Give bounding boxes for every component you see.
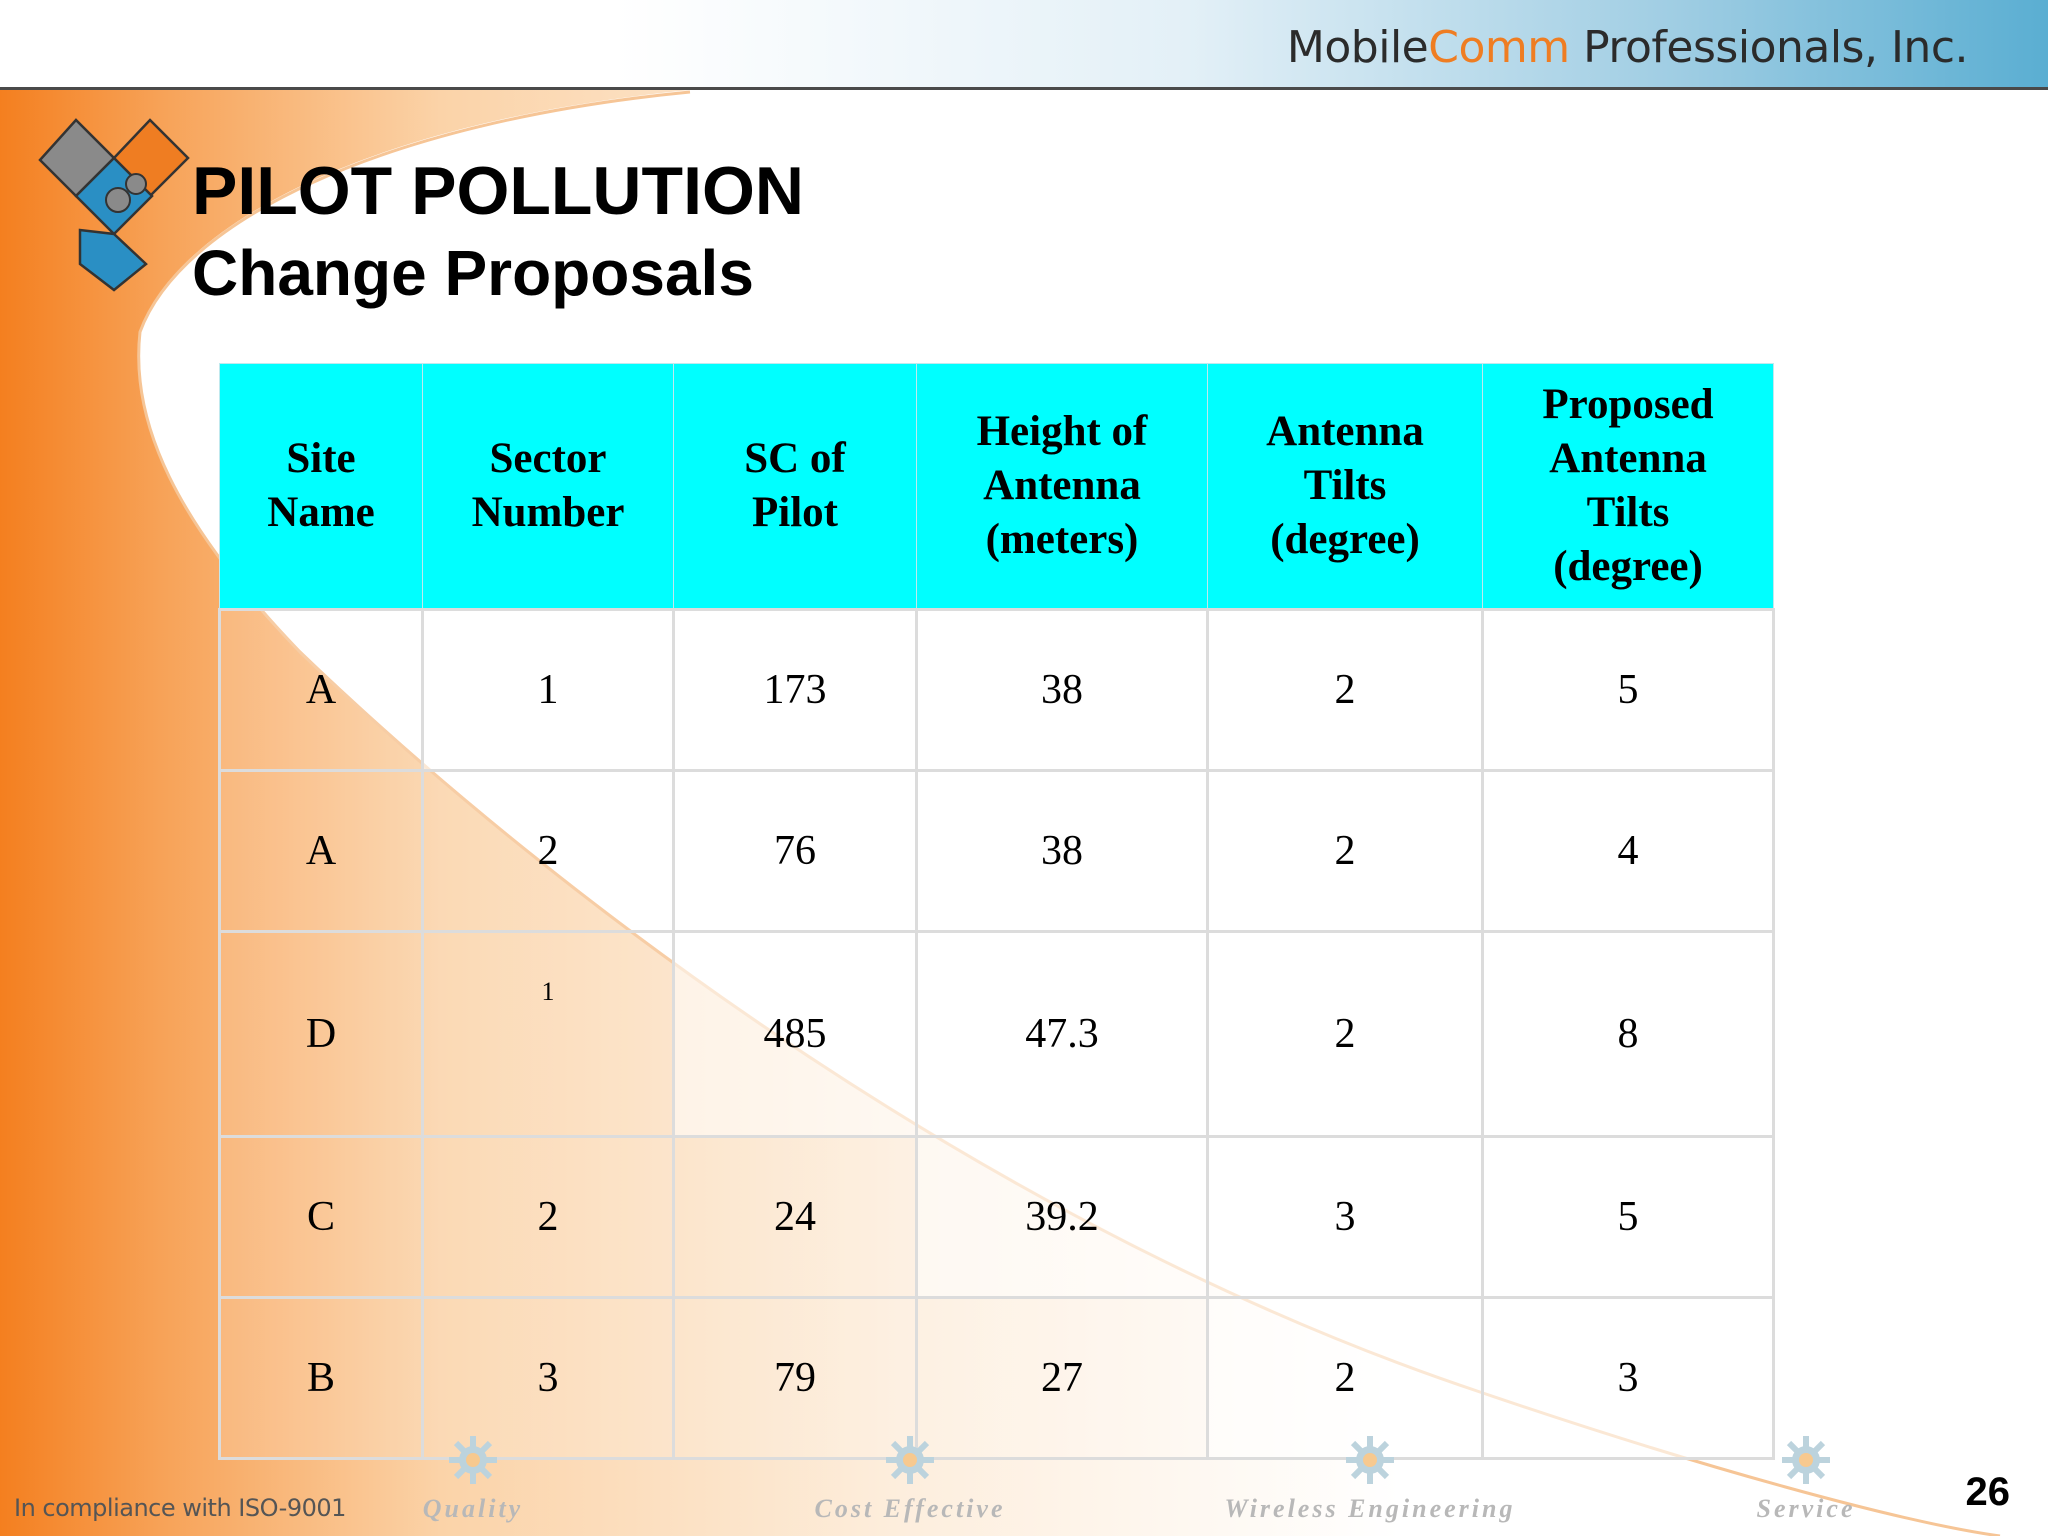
gear-icon xyxy=(1782,1436,1830,1484)
page-number: 26 xyxy=(1965,1470,2011,1514)
title-line-2: Change Proposals xyxy=(192,237,754,309)
table-row: A 2 76 38 2 4 xyxy=(218,769,1775,933)
header-band xyxy=(0,0,2048,88)
footer-label: Service xyxy=(1756,1494,1856,1523)
footer-quality: Quality xyxy=(398,1434,548,1524)
table-cell: 3 xyxy=(1481,1296,1775,1460)
table-cell: B xyxy=(218,1296,424,1460)
header-divider xyxy=(0,87,2048,90)
table-header-row: Site Name Sector Number SC of Pilot Height … xyxy=(219,363,1774,610)
footer-wireless-engineering: Wireless Engineering xyxy=(1200,1434,1540,1524)
table-cell: 2 xyxy=(1206,608,1484,772)
table-cell: 39.2 xyxy=(915,1135,1209,1299)
header-sc-of-pilot: SC of Pilot xyxy=(673,363,917,610)
table-cell: D xyxy=(218,930,424,1138)
table-cell: 38 xyxy=(915,608,1209,772)
table-cell: A xyxy=(218,608,424,772)
table-cell: 2 xyxy=(421,1135,675,1299)
footer-cost-effective: Cost Effective xyxy=(790,1434,1030,1524)
table-row: A 1 173 38 2 5 xyxy=(218,608,1775,772)
slide-title: PILOT POLLUTION Change Proposals xyxy=(192,150,804,314)
table-cell: C xyxy=(218,1135,424,1299)
gear-icon xyxy=(886,1436,934,1484)
header-antenna-tilts: Antenna Tilts (degree) xyxy=(1207,363,1483,610)
footer-label: Cost Effective xyxy=(814,1494,1006,1523)
footer-label: Wireless Engineering xyxy=(1224,1494,1516,1523)
pilot-pollution-table: Site Name Sector Number SC of Pilot Height … xyxy=(218,363,1775,1460)
table-cell: 38 xyxy=(915,769,1209,933)
table-cell: 3 xyxy=(1206,1135,1484,1299)
footer-service: Service xyxy=(1736,1434,1876,1524)
table-cell: 79 xyxy=(672,1296,918,1460)
company-name-part2: Comm xyxy=(1428,22,1570,73)
table-cell: 24 xyxy=(672,1135,918,1299)
company-name-part1: Mobile xyxy=(1286,22,1429,73)
company-name: MobileComm Professionals, Inc. xyxy=(1286,22,1969,73)
table-cell: A xyxy=(218,769,424,933)
header-sector-number: Sector Number xyxy=(422,363,674,610)
table-cell: 5 xyxy=(1481,1135,1775,1299)
table-cell: 2 xyxy=(1206,930,1484,1138)
table-row: D 1 485 47.3 2 8 xyxy=(218,930,1775,1138)
table-cell: 76 xyxy=(672,769,918,933)
title-line-1: PILOT POLLUTION xyxy=(192,153,804,229)
footer-label: Quality xyxy=(422,1494,524,1523)
gear-icon xyxy=(1346,1436,1394,1484)
table-cell: 8 xyxy=(1481,930,1775,1138)
table-cell: 173 xyxy=(672,608,918,772)
table-cell: 2 xyxy=(1206,769,1484,933)
table-cell: 4 xyxy=(1481,769,1775,933)
company-name-part3: Professionals, Inc. xyxy=(1569,22,1968,73)
header-height-of-antenna: Height of Antenna (meters) xyxy=(916,363,1208,610)
table-row: B 3 79 27 2 3 xyxy=(218,1296,1775,1460)
header-site-name: Site Name xyxy=(219,363,423,610)
gear-icon xyxy=(449,1436,497,1484)
header-proposed-antenna-tilts: Proposed Antenna Tilts (degree) xyxy=(1482,363,1774,610)
puzzle-logo-icon xyxy=(38,118,190,292)
table-cell: 1 xyxy=(421,930,675,1138)
table-cell: 2 xyxy=(421,769,675,933)
table-cell: 485 xyxy=(672,930,918,1138)
table-row: C 2 24 39.2 3 5 xyxy=(218,1135,1775,1299)
table-cell: 2 xyxy=(1206,1296,1484,1460)
table-cell: 1 xyxy=(421,608,675,772)
iso-compliance-note: In compliance with ISO-9001 xyxy=(14,1494,346,1522)
table-cell: 3 xyxy=(421,1296,675,1460)
table-cell: 27 xyxy=(915,1296,1209,1460)
table-cell: 47.3 xyxy=(915,930,1209,1138)
table-cell: 5 xyxy=(1481,608,1775,772)
